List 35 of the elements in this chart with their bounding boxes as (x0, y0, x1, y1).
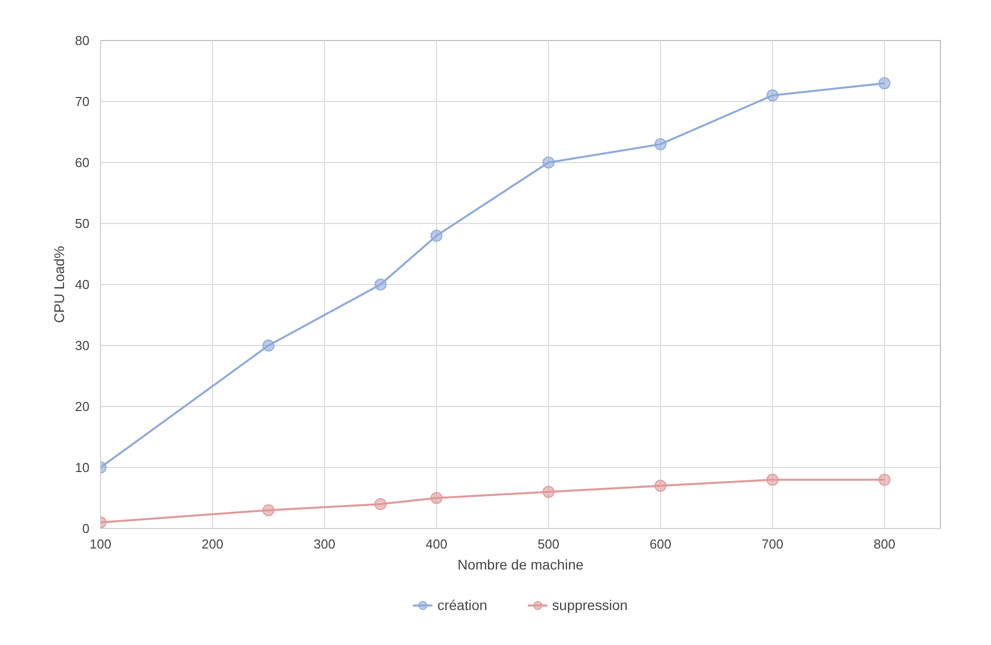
point (262, 340, 274, 352)
y-tick-label: 20 (75, 399, 90, 414)
y-tick-label: 50 (75, 216, 90, 231)
point (878, 474, 890, 486)
point (374, 278, 386, 290)
x-tick-label: 300 (314, 536, 336, 552)
point (542, 156, 554, 168)
y-tick-label: 10 (75, 460, 90, 475)
point (374, 498, 386, 510)
y-tick-label: 70 (75, 94, 90, 109)
x-tick-label: 200 (202, 536, 224, 552)
point (766, 89, 778, 102)
y-tick-label: 60 (75, 155, 90, 170)
x-tick-label: 600 (650, 536, 672, 552)
x-tick-label: 700 (762, 536, 784, 552)
point (654, 480, 666, 492)
x-tick-label: 800 (874, 536, 896, 552)
x-axis-title: Nombre de machine (457, 556, 584, 572)
point (878, 77, 890, 90)
x-tick-label: 400 (426, 536, 448, 552)
y-tick-label: 30 (75, 338, 90, 353)
point (654, 138, 666, 150)
point (542, 486, 554, 498)
point (430, 230, 442, 242)
y-tick-label: 40 (75, 277, 90, 292)
point (430, 492, 442, 504)
x-tick-label: 100 (90, 536, 112, 552)
y-axis-title: CPU Load% (51, 246, 68, 324)
x-tick-label: 500 (538, 536, 560, 552)
y-tick-label: 0 (82, 521, 90, 536)
legend-label: suppression (552, 597, 628, 613)
point (766, 474, 778, 486)
legend-label: création (437, 597, 488, 613)
y-tick-label: 80 (75, 33, 90, 48)
point (262, 504, 274, 516)
